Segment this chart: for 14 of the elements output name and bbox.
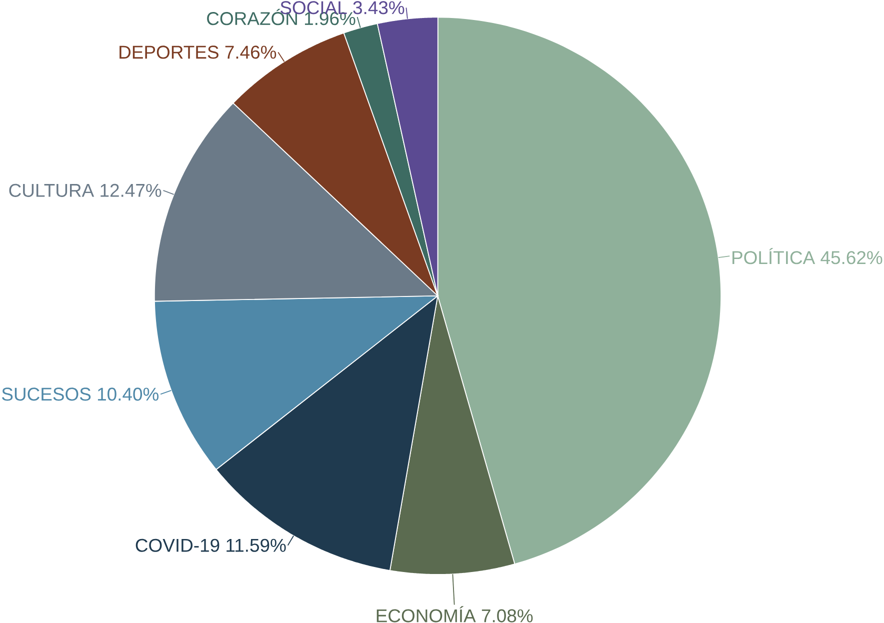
data-label: 11.59%	[226, 538, 286, 552]
slice-label: DEPORTES	[120, 45, 218, 59]
data-label: 3.43%	[353, 0, 404, 14]
slice-label: POLÍTICA	[732, 248, 816, 264]
data-label: 45.62%	[820, 250, 882, 264]
slice-label: ECONOMÍA	[376, 606, 476, 622]
data-label: 1.96%	[304, 12, 356, 25]
data-label: 10.40%	[98, 387, 159, 400]
data-label: 12.47%	[100, 184, 162, 197]
slice-label: SUCESOS	[2, 387, 91, 400]
slice-label: COVID-19	[136, 538, 220, 552]
data-label: 7.08%	[482, 609, 533, 622]
slice-label: CULTURA	[9, 184, 94, 197]
data-label: 7.46%	[225, 45, 276, 59]
